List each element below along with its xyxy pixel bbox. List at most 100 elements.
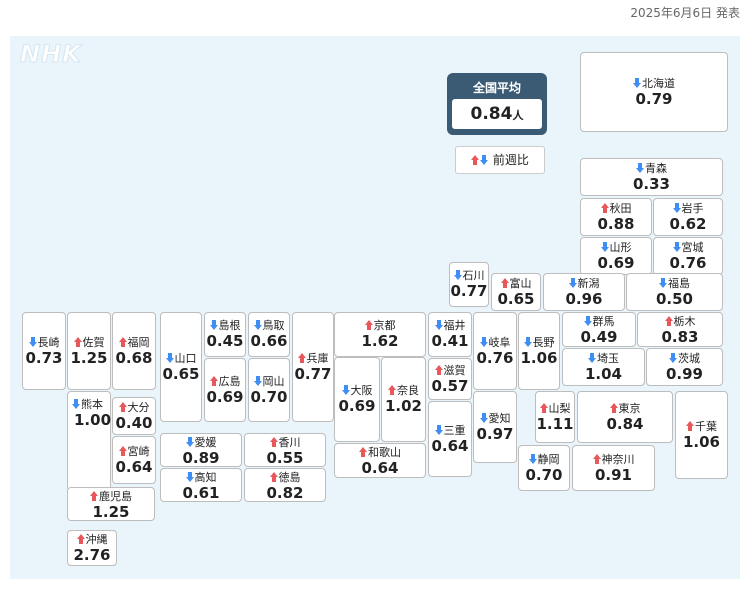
- prefecture-tile[interactable]: 福岡 0.68: [112, 312, 156, 390]
- prefecture-name-text: 宮崎: [127, 445, 150, 458]
- prefecture-name: 京都: [335, 319, 425, 332]
- prefecture-tile[interactable]: 熊本 1.00: [67, 391, 111, 491]
- prefecture-name-text: 長崎: [37, 336, 60, 349]
- down-arrow-icon: [453, 270, 462, 280]
- down-arrow-icon: [72, 399, 80, 409]
- prefecture-value: 0.69: [338, 397, 376, 415]
- prefecture-tile[interactable]: 京都 1.62: [334, 312, 426, 357]
- prefecture-tile[interactable]: 奈良 1.02: [381, 357, 426, 442]
- prefecture-name-text: 滋賀: [443, 364, 466, 377]
- prefecture-tile[interactable]: 青森 0.33: [580, 158, 723, 196]
- prefecture-tile[interactable]: 高知 0.61: [160, 468, 242, 502]
- prefecture-tile[interactable]: 香川 0.55: [244, 433, 326, 467]
- prefecture-tile[interactable]: 愛媛 0.89: [160, 433, 242, 467]
- prefecture-tile[interactable]: 和歌山 0.64: [334, 443, 426, 478]
- prefecture-name-text: 岩手: [681, 202, 704, 215]
- prefecture-tile[interactable]: 山口 0.65: [160, 312, 202, 422]
- prefecture-tile[interactable]: 鹿児島 1.25: [67, 487, 155, 521]
- prefecture-tile[interactable]: 山梨 1.11: [535, 391, 575, 443]
- prefecture-tile[interactable]: 山形 0.69: [580, 237, 652, 275]
- prefecture-tile[interactable]: 千葉 1.06: [675, 391, 728, 479]
- down-arrow-icon: [209, 320, 218, 330]
- prefecture-tile[interactable]: 三重 0.64: [428, 401, 472, 477]
- prefecture-name-text: 新潟: [577, 277, 600, 290]
- up-arrow-icon: [118, 337, 127, 347]
- prefecture-name: 大阪: [335, 384, 379, 397]
- prefecture-value: 0.96: [565, 290, 603, 308]
- prefecture-tile[interactable]: 宮崎 0.64: [112, 436, 156, 484]
- prefecture-tile[interactable]: 鳥取 0.66: [248, 312, 290, 357]
- prefecture-value: 1.11: [536, 415, 574, 433]
- prefecture-name: 鳥取: [249, 319, 289, 332]
- prefecture-tile[interactable]: 宮城 0.76: [653, 237, 723, 275]
- prefecture-value: 0.41: [431, 332, 469, 350]
- prefecture-tile[interactable]: 栃木 0.83: [637, 312, 723, 347]
- prefecture-tile[interactable]: 群馬 0.49: [562, 312, 636, 347]
- prefecture-tile[interactable]: 石川 0.77: [449, 262, 489, 307]
- prefecture-tile[interactable]: 東京 0.84: [577, 391, 673, 443]
- prefecture-tile[interactable]: 秋田 0.88: [580, 198, 652, 236]
- prefecture-tile[interactable]: 福島 0.50: [626, 273, 723, 311]
- prefecture-name-text: 静岡: [537, 453, 560, 466]
- prefecture-tile[interactable]: 福井 0.41: [428, 312, 472, 357]
- prefecture-value: 0.50: [655, 290, 693, 308]
- prefecture-tile[interactable]: 島根 0.45: [204, 312, 246, 357]
- national-average-unit: 人: [512, 109, 524, 122]
- down-arrow-icon: [480, 155, 489, 165]
- prefecture-value: 0.91: [594, 466, 632, 484]
- prefecture-tile[interactable]: 埼玉 1.04: [562, 348, 645, 386]
- prefecture-name-text: 鳥取: [262, 319, 285, 332]
- prefecture-name: 愛知: [474, 412, 516, 425]
- prefecture-value: 1.00: [74, 411, 112, 429]
- prefecture-tile[interactable]: 岡山 0.70: [248, 358, 290, 422]
- prefecture-name-text: 福井: [443, 319, 466, 332]
- prefecture-tile[interactable]: 徳島 0.82: [244, 468, 326, 502]
- prefecture-value: 0.49: [580, 328, 618, 346]
- prefecture-name-text: 沖縄: [85, 533, 108, 546]
- prefecture-value: 0.79: [635, 90, 673, 108]
- down-arrow-icon: [659, 278, 667, 288]
- up-arrow-icon: [209, 376, 218, 386]
- prefecture-name: 愛媛: [161, 436, 241, 449]
- prefecture-value: 0.88: [597, 215, 635, 233]
- prefecture-name: 佐賀: [68, 336, 110, 349]
- prefecture-value: 1.04: [584, 365, 622, 383]
- prefecture-tile[interactable]: 長野 1.06: [518, 312, 560, 390]
- prefecture-name-text: 宮城: [681, 241, 704, 254]
- nhk-logo: NHK: [20, 40, 82, 69]
- prefecture-tile[interactable]: 沖縄 2.76: [67, 530, 117, 566]
- up-arrow-icon: [388, 385, 396, 395]
- up-arrow-icon: [592, 454, 601, 464]
- down-arrow-icon: [28, 337, 37, 347]
- prefecture-name-text: 大阪: [350, 384, 373, 397]
- up-arrow-icon: [297, 353, 306, 363]
- prefecture-name: 広島: [205, 375, 245, 388]
- prefecture-tile[interactable]: 大阪 0.69: [334, 357, 380, 442]
- prefecture-tile[interactable]: 静岡 0.70: [518, 445, 570, 491]
- prefecture-tile[interactable]: 佐賀 1.25: [67, 312, 111, 390]
- prefecture-tile[interactable]: 広島 0.69: [204, 358, 246, 422]
- prefecture-value: 1.06: [520, 349, 558, 367]
- down-arrow-icon: [672, 203, 681, 213]
- prefecture-tile[interactable]: 愛知 0.97: [473, 391, 517, 463]
- prefecture-name: 兵庫: [293, 352, 333, 365]
- prefecture-tile[interactable]: 茨城 0.99: [646, 348, 723, 386]
- prefecture-tile[interactable]: 兵庫 0.77: [292, 312, 334, 422]
- prefecture-tile[interactable]: 新潟 0.96: [543, 273, 625, 311]
- prefecture-tile[interactable]: 岐阜 0.76: [473, 312, 517, 390]
- prefecture-tile[interactable]: 大分 0.40: [112, 397, 156, 435]
- prefecture-name: 栃木: [638, 315, 722, 328]
- up-arrow-icon: [500, 278, 509, 288]
- prefecture-tile[interactable]: 神奈川 0.91: [572, 445, 655, 491]
- prefecture-tile[interactable]: 岩手 0.62: [653, 198, 723, 236]
- prefecture-name-text: 佐賀: [82, 336, 105, 349]
- national-average-value-box: 0.84人: [452, 99, 542, 129]
- prefecture-tile[interactable]: 長崎 0.73: [22, 312, 66, 390]
- prefecture-value: 0.33: [632, 175, 670, 193]
- prefecture-tile[interactable]: 滋賀 0.57: [428, 358, 472, 400]
- prefecture-name: 福岡: [113, 336, 155, 349]
- prefecture-tile[interactable]: 北海道 0.79: [580, 52, 728, 132]
- prefecture-name-text: 徳島: [278, 471, 301, 484]
- prefecture-tile[interactable]: 富山 0.65: [491, 273, 541, 311]
- prefecture-value: 0.82: [266, 484, 304, 502]
